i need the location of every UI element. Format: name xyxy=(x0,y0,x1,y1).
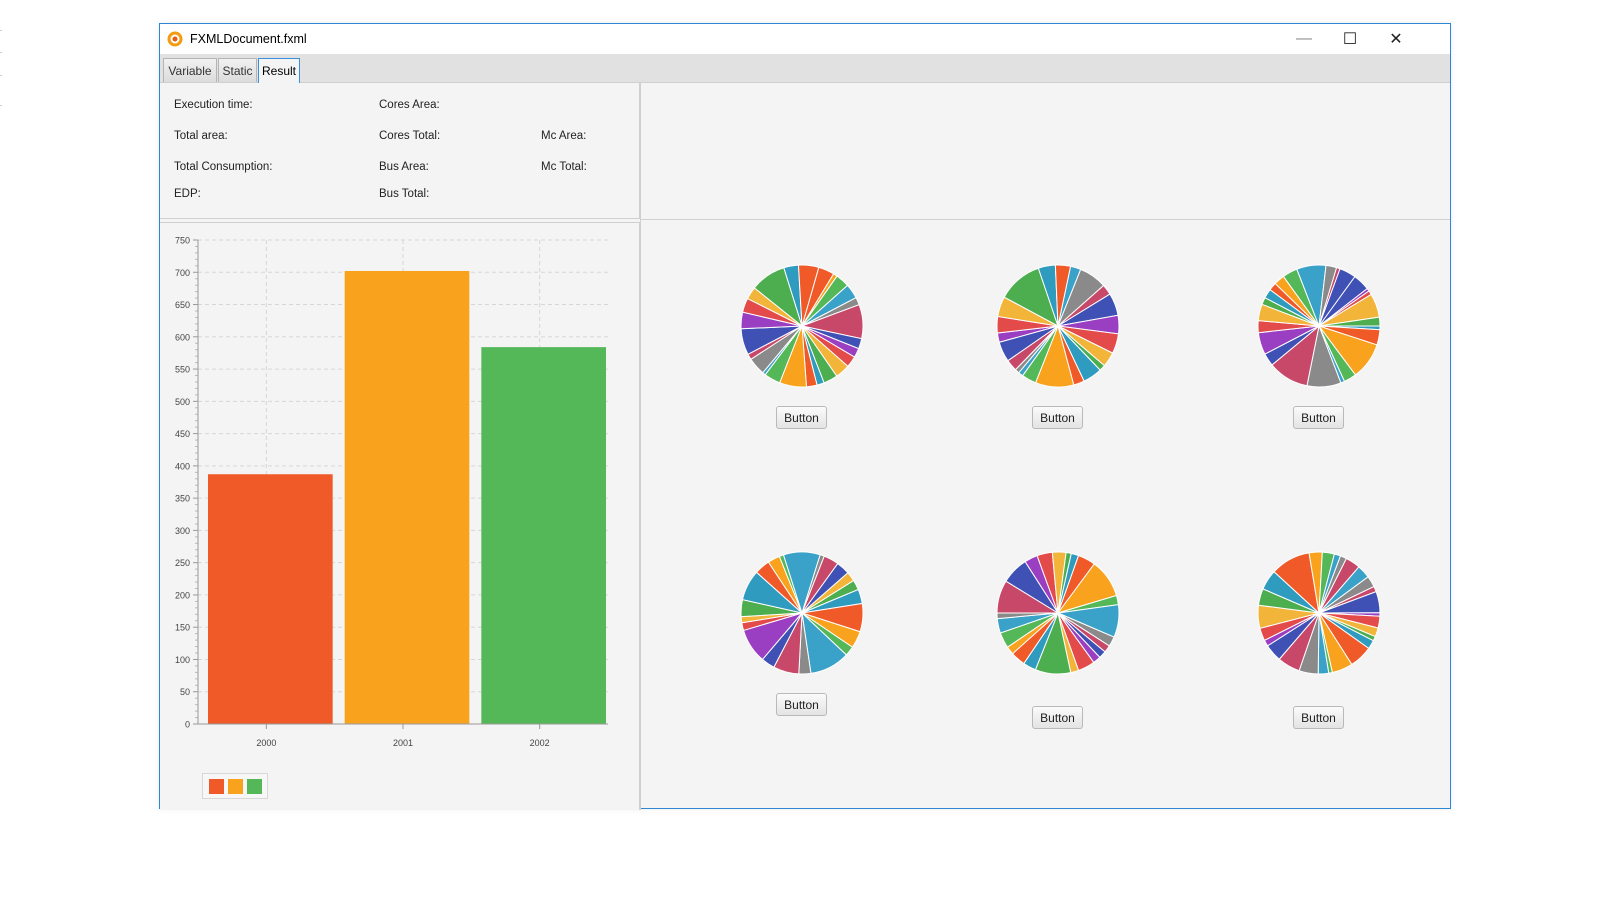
pie-2-button[interactable]: Button xyxy=(1032,406,1083,429)
x-tick-label: 2002 xyxy=(530,738,550,748)
y-tick-label: 500 xyxy=(175,397,190,407)
pie-6-button[interactable]: Button xyxy=(1293,706,1344,729)
cores-area-label: Cores Area: xyxy=(379,99,440,111)
chart-legend xyxy=(202,773,268,799)
legend-swatch-2002 xyxy=(247,779,262,794)
y-tick-label: 450 xyxy=(175,429,190,439)
x-tick-label: 2000 xyxy=(256,738,276,748)
pie-slice xyxy=(1057,552,1080,614)
minimize-button[interactable]: — xyxy=(1296,30,1312,47)
x-tick-label: 2001 xyxy=(393,738,413,748)
desktop-edge xyxy=(0,52,2,53)
legend-swatch-2000 xyxy=(209,779,224,794)
total-area-label: Total area: xyxy=(174,130,228,142)
desktop-edge xyxy=(0,30,2,31)
pie-chart-1 xyxy=(740,264,864,388)
window-title: FXMLDocument.fxml xyxy=(190,32,307,46)
tab-static[interactable]: Static xyxy=(218,58,257,82)
bar-2001 xyxy=(344,270,470,724)
pie-1-button[interactable]: Button xyxy=(776,406,827,429)
tab-bar: Variable Static Result xyxy=(160,54,1450,83)
y-tick-label: 700 xyxy=(175,268,190,278)
y-tick-label: 750 xyxy=(175,236,190,246)
y-tick-label: 650 xyxy=(175,300,190,310)
y-tick-label: 100 xyxy=(175,655,190,665)
pie-slice xyxy=(1318,268,1356,327)
pie-slice xyxy=(1318,557,1360,614)
y-tick-label: 150 xyxy=(175,623,190,633)
pie-chart-5 xyxy=(996,551,1120,675)
cores-total-label: Cores Total: xyxy=(379,130,441,142)
tab-variable[interactable]: Variable xyxy=(163,58,217,82)
y-tick-label: 550 xyxy=(175,365,190,375)
pie-slice xyxy=(1054,264,1072,327)
desktop-edge xyxy=(0,75,2,76)
pie-chart-6 xyxy=(1257,551,1381,675)
desktop-edge xyxy=(0,105,2,106)
pie-slice xyxy=(801,562,849,614)
pie-3-button[interactable]: Button xyxy=(1293,406,1344,429)
pane-divider xyxy=(640,83,641,810)
execution-time-label: Execution time: xyxy=(174,99,253,111)
title-bar[interactable]: FXMLDocument.fxml — ☐ ✕ xyxy=(160,24,1450,54)
y-tick-label: 50 xyxy=(180,687,190,697)
edp-label: EDP: xyxy=(174,188,201,200)
close-button[interactable]: ✕ xyxy=(1389,31,1403,48)
pie-chart-4 xyxy=(740,551,864,675)
maximize-button[interactable]: ☐ xyxy=(1342,31,1358,48)
y-tick-label: 400 xyxy=(175,461,190,471)
bar-2002 xyxy=(481,347,606,724)
y-tick-label: 600 xyxy=(175,332,190,342)
y-tick-label: 200 xyxy=(175,590,190,600)
summary-panel: Execution time: Total area: Total Consum… xyxy=(160,83,640,219)
y-tick-label: 0 xyxy=(185,720,190,730)
bus-area-label: Bus Area: xyxy=(379,161,429,173)
y-tick-label: 350 xyxy=(175,494,190,504)
app-window: FXMLDocument.fxml — ☐ ✕ Variable Static … xyxy=(159,23,1451,810)
right-pane-divider xyxy=(640,219,1450,220)
bar-chart: 0 50 100 150 200 250 300 350 400 450 500 550 600 650 7… xyxy=(175,236,608,748)
bar-2000 xyxy=(208,474,333,724)
mc-total-label: Mc Total: xyxy=(541,161,587,173)
pie-4-button[interactable]: Button xyxy=(776,693,827,716)
pie-slice xyxy=(797,264,820,327)
java-app-icon xyxy=(167,31,183,47)
pie-chart-2 xyxy=(996,264,1120,388)
pie-5-button[interactable]: Button xyxy=(1032,706,1083,729)
bus-total-label: Bus Total: xyxy=(379,188,430,200)
legend-swatch-2001 xyxy=(228,779,243,794)
y-tick-label: 300 xyxy=(175,526,190,536)
mc-area-label: Mc Area: xyxy=(541,130,587,142)
total-consumption-label: Total Consumption: xyxy=(174,161,273,173)
pie-chart-3 xyxy=(1257,264,1381,388)
y-tick-label: 250 xyxy=(175,558,190,568)
tab-result[interactable]: Result xyxy=(258,58,300,83)
bar-chart-panel: 0 50 100 150 200 250 300 350 400 450 500 550 600 650 7… xyxy=(160,222,640,810)
